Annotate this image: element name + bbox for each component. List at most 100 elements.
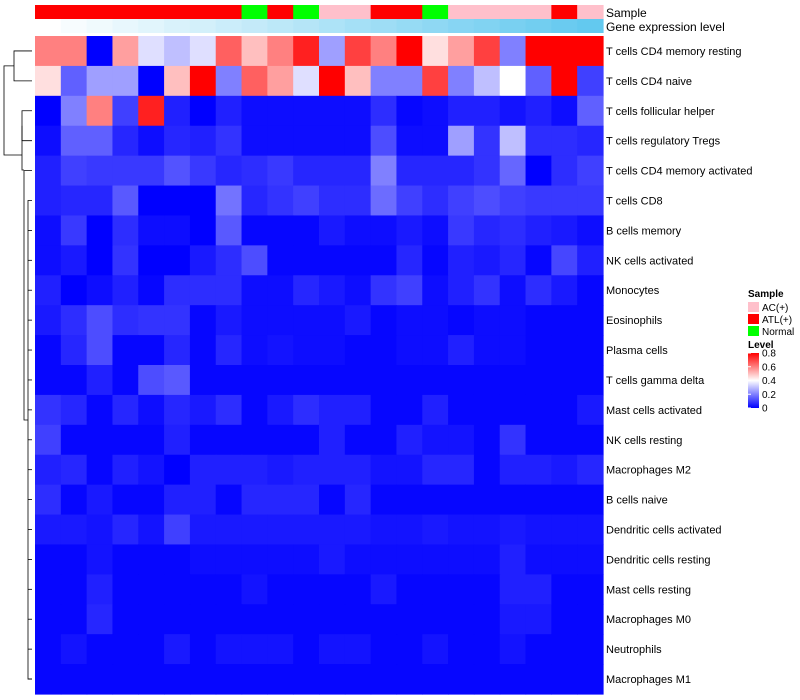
heatmap-cell <box>319 365 346 396</box>
heatmap-cell <box>396 574 423 605</box>
heatmap-cell <box>215 365 243 396</box>
heatmap-cell <box>112 95 139 127</box>
heatmap-cell <box>138 36 165 67</box>
sample-annotation-cell <box>473 5 501 19</box>
heatmap-cell <box>344 365 372 396</box>
heatmap-cell <box>551 365 578 396</box>
heatmap-cell <box>86 664 114 695</box>
gene-expression-annotation-cell <box>551 19 578 33</box>
heatmap-cell <box>35 95 62 127</box>
heatmap-cell <box>448 514 475 546</box>
dendrogram-branch <box>23 170 32 421</box>
heatmap-cell <box>499 305 527 336</box>
heatmap-cell <box>215 65 243 97</box>
row-label: T cells CD4 memory activated <box>606 166 753 178</box>
heatmap-cell <box>319 95 346 127</box>
heatmap-cell <box>267 155 294 187</box>
heatmap-cell <box>164 185 191 217</box>
heatmap-cell <box>35 365 62 396</box>
heatmap-cell <box>267 125 294 157</box>
heatmap-cell <box>370 365 398 396</box>
heatmap-cell <box>138 215 165 246</box>
heatmap-cell <box>499 394 527 426</box>
heatmap-cell <box>35 424 62 456</box>
heatmap-cell <box>60 155 88 187</box>
gene-expression-annotation-cell <box>86 19 114 33</box>
heatmap-cell <box>344 424 372 456</box>
heatmap-cell <box>344 155 372 187</box>
heatmap-cell <box>577 514 604 546</box>
heatmap-cell <box>112 335 139 366</box>
heatmap-cell <box>35 305 62 336</box>
heatmap-cell <box>35 394 62 426</box>
heatmap-cell <box>293 65 320 97</box>
heatmap-cell <box>86 604 114 635</box>
heatmap-cell <box>215 36 243 67</box>
gene-expression-annotation-cell <box>112 19 139 33</box>
heatmap-cell <box>35 125 62 157</box>
heatmap-cell <box>422 484 449 516</box>
legend-sample-swatch <box>748 326 759 336</box>
heatmap-cell <box>35 215 62 246</box>
heatmap-cell <box>293 484 320 516</box>
sample-annotation-cell <box>112 5 139 19</box>
heatmap-cell <box>319 574 346 605</box>
heatmap-cell <box>396 454 423 486</box>
heatmap-cell <box>86 394 114 426</box>
heatmap-cell <box>267 634 294 665</box>
heatmap-cell <box>396 305 423 336</box>
heatmap-cell <box>241 544 268 575</box>
row-label: Plasma cells <box>606 345 668 357</box>
heatmap-cell <box>551 65 578 97</box>
heatmap-cell <box>551 335 578 366</box>
heatmap-cell <box>35 185 62 217</box>
heatmap-cell <box>344 335 372 366</box>
heatmap-cell <box>241 664 268 695</box>
heatmap-cell <box>86 125 114 157</box>
heatmap-cell <box>215 275 243 306</box>
heatmap-cell <box>525 275 552 306</box>
heatmap-cell <box>241 155 268 187</box>
row-label: T cells CD8 <box>606 196 663 208</box>
heatmap-cell <box>448 484 475 516</box>
heatmap-cell <box>241 574 268 605</box>
heatmap-cell <box>319 664 346 695</box>
heatmap-cell <box>344 65 372 97</box>
heatmap-cell <box>86 514 114 546</box>
heatmap-cell <box>551 245 578 276</box>
heatmap-cell <box>499 275 527 306</box>
gene-expression-annotation-bar <box>35 19 604 33</box>
heatmap-cell <box>396 155 423 187</box>
heatmap-cell <box>551 424 578 456</box>
heatmap-cell <box>577 574 604 605</box>
heatmap-cell <box>370 305 398 336</box>
heatmap-cell <box>164 36 191 67</box>
heatmap-cell <box>86 245 114 276</box>
sample-annotation-cell <box>164 5 191 19</box>
heatmap-cell <box>319 275 346 306</box>
gene-expression-annotation-cell <box>267 19 294 33</box>
heatmap-cell <box>525 65 552 97</box>
heatmap-cell <box>86 305 114 336</box>
heatmap-cell <box>319 36 346 67</box>
heatmap-cell <box>241 604 268 635</box>
heatmap-cell <box>473 514 501 546</box>
heatmap-cell <box>551 574 578 605</box>
heatmap-cell <box>319 514 346 546</box>
legend: Sample AC(+)ATL(+)Normal Level 0.8 0.6 0.4… <box>748 289 794 415</box>
heatmap-cell <box>473 275 501 306</box>
row-label: B cells memory <box>606 225 682 237</box>
row-label: Eosinophils <box>606 315 663 327</box>
heatmap-cell <box>267 394 294 426</box>
gene-expression-annotation-cell <box>577 19 604 33</box>
heatmap-cell <box>86 215 114 246</box>
heatmap-cell <box>241 65 268 97</box>
heatmap-cell <box>422 95 449 127</box>
heatmap-cell <box>396 215 423 246</box>
heatmap-cell <box>241 484 268 516</box>
heatmap-cell <box>138 95 165 127</box>
heatmap-cell <box>164 215 191 246</box>
heatmap-cell <box>344 634 372 665</box>
heatmap-cell <box>551 394 578 426</box>
heatmap-cell <box>370 185 398 217</box>
